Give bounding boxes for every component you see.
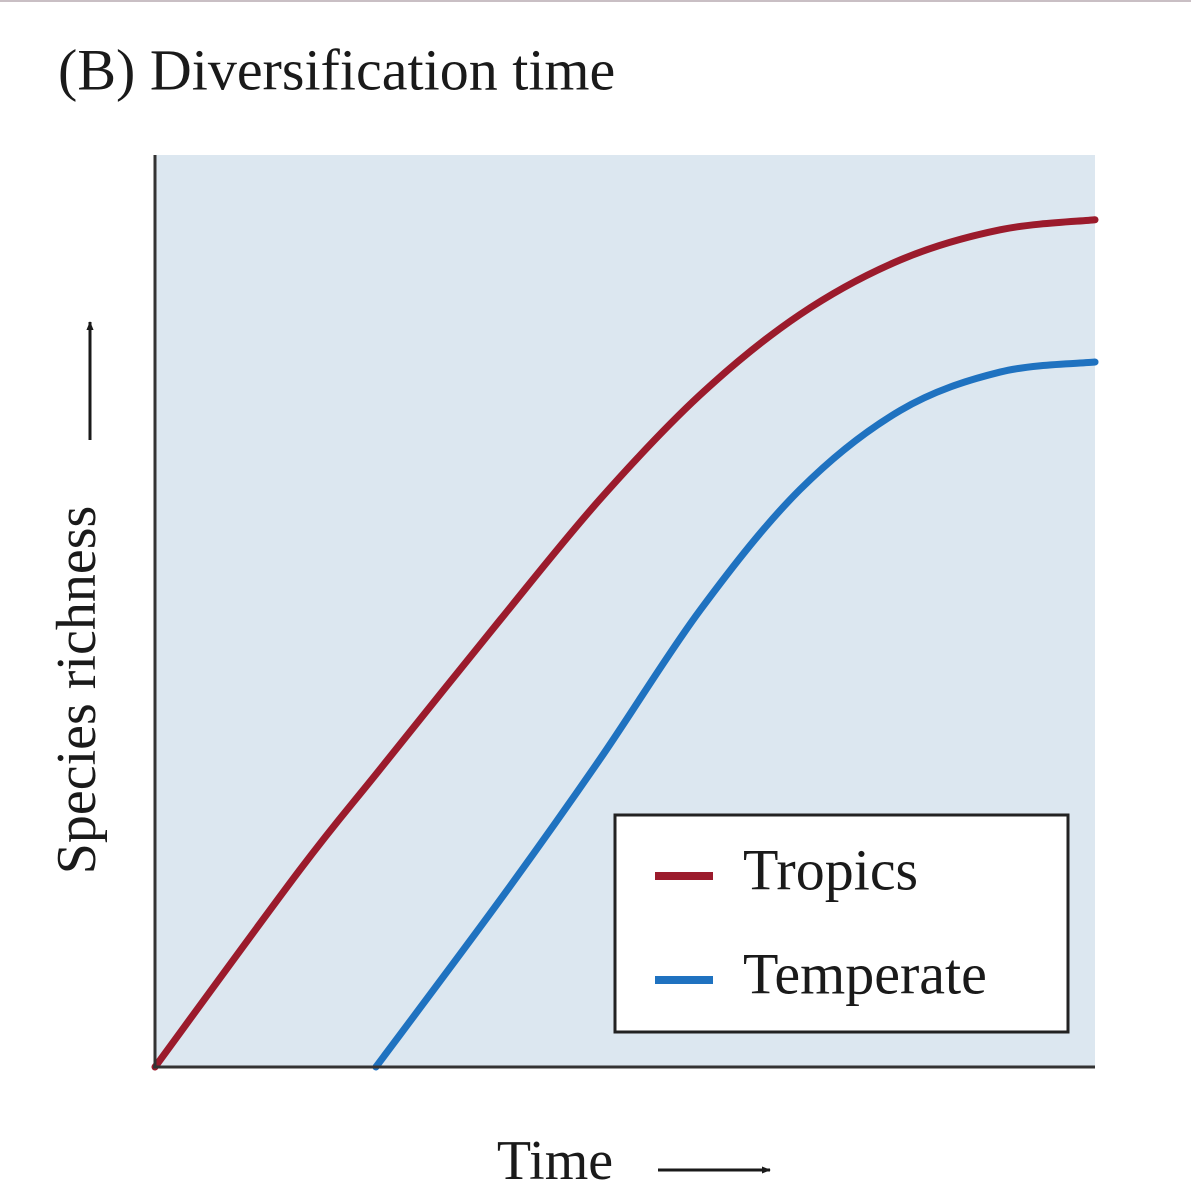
legend-label: Tropics xyxy=(743,837,918,902)
legend-label: Temperate xyxy=(743,941,987,1006)
series-line xyxy=(151,216,1099,1071)
chart-title: (B) Diversification time xyxy=(58,37,615,102)
y-axis-label: Species richness xyxy=(46,506,108,875)
series-line xyxy=(372,358,1099,1071)
series-layer xyxy=(151,216,1099,1071)
x-axis-label: Time xyxy=(497,1130,613,1192)
legend-box xyxy=(613,813,1070,1034)
legend: Tropics Temperate xyxy=(613,813,1070,1034)
